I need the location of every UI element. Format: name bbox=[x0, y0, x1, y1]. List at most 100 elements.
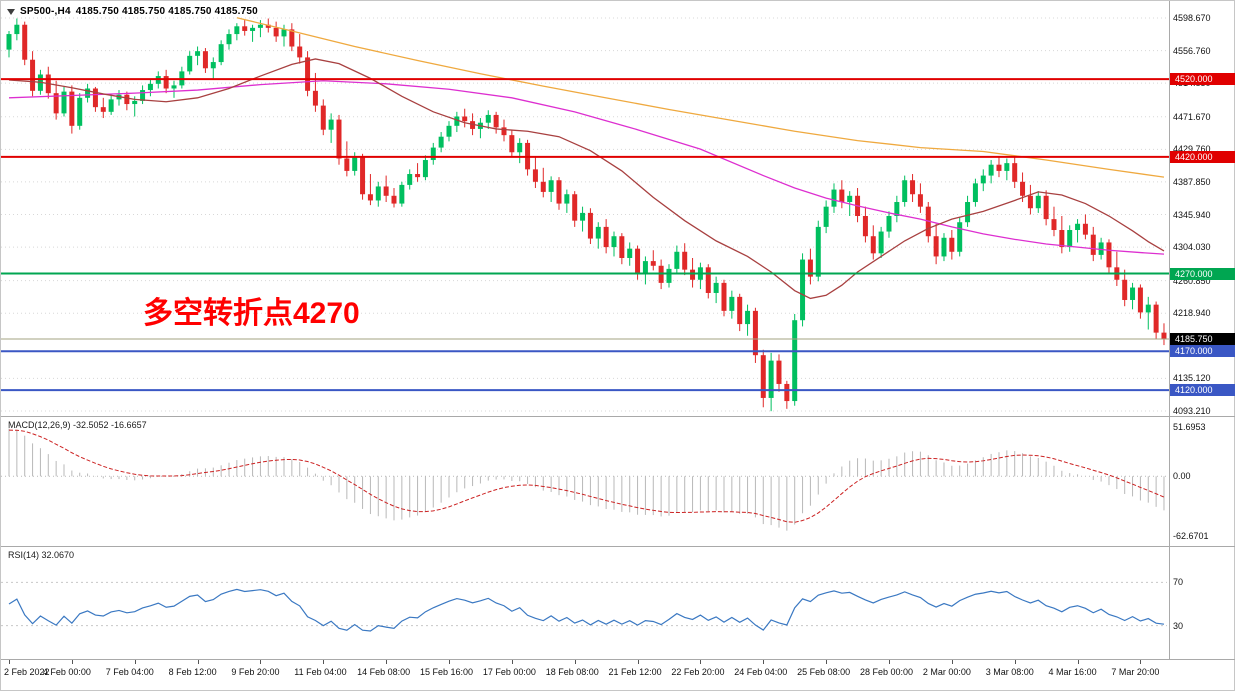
ma-fast-line bbox=[8, 58, 1165, 300]
price-axis-label: 4598.670 bbox=[1173, 13, 1211, 23]
candle-body bbox=[815, 226, 821, 277]
candle-body bbox=[776, 360, 782, 384]
candle-body bbox=[650, 261, 656, 266]
candle-body bbox=[1153, 304, 1159, 333]
chart-title-bar: SP500-,H4 4185.750 4185.750 4185.750 418… bbox=[7, 6, 258, 17]
candle-body bbox=[22, 24, 28, 60]
time-tick bbox=[888, 660, 890, 664]
candle-body bbox=[1090, 234, 1096, 255]
candle-body bbox=[768, 360, 774, 398]
candle-body bbox=[548, 180, 554, 192]
price-axis-label: 4429.760 bbox=[1173, 144, 1211, 155]
candle-body bbox=[910, 180, 916, 195]
price-axis-label: 4260.850 bbox=[1173, 275, 1211, 286]
time-tick bbox=[9, 660, 10, 664]
ohlc-readout: 4185.750 4185.750 4185.750 4185.750 bbox=[75, 6, 258, 17]
time-tick bbox=[951, 660, 953, 664]
candle-body bbox=[1059, 230, 1065, 248]
candle-body bbox=[367, 194, 373, 201]
rsi-indicator-label: RSI(14) 32.0670 bbox=[8, 550, 75, 560]
time-axis-label: 17 Feb 00:00 bbox=[482, 667, 536, 677]
candle-body bbox=[1012, 163, 1018, 182]
price-tag-4270.000: 4270.000 bbox=[1170, 267, 1235, 280]
candle-body bbox=[886, 216, 892, 232]
candle-body bbox=[202, 51, 208, 69]
candle-body bbox=[336, 119, 342, 159]
time-axis-label: 25 Feb 08:00 bbox=[797, 667, 851, 677]
candle-body bbox=[187, 55, 193, 72]
candle-body bbox=[6, 34, 12, 50]
candle-body bbox=[226, 34, 232, 45]
candle-body bbox=[265, 24, 271, 28]
time-axis-label: 4 Feb 00:00 bbox=[42, 667, 91, 677]
candle-body bbox=[234, 26, 240, 35]
panel-separator-main-macd[interactable] bbox=[1, 416, 1235, 417]
panel-separator-rsi-timeaxis bbox=[1, 659, 1235, 660]
candle-body bbox=[517, 142, 523, 153]
price-axis-label: 4387.850 bbox=[1173, 176, 1211, 187]
candle-body bbox=[745, 310, 751, 325]
candle-body bbox=[108, 99, 114, 112]
candle-body bbox=[501, 127, 507, 136]
candle-body bbox=[690, 269, 696, 280]
ma-mid-line bbox=[8, 80, 1165, 255]
candle-body bbox=[328, 119, 334, 130]
candlestick-series bbox=[6, 18, 1167, 412]
price-axis-label: 4135.120 bbox=[1173, 373, 1211, 384]
candle-body bbox=[831, 189, 837, 207]
time-axis-label: 4 Mar 16:00 bbox=[1048, 667, 1097, 677]
candle-body bbox=[949, 237, 955, 252]
candle-body bbox=[407, 174, 413, 185]
candle-body bbox=[53, 93, 59, 114]
candle-body bbox=[344, 158, 350, 171]
time-tick bbox=[1014, 660, 1016, 664]
candle-body bbox=[1106, 242, 1112, 268]
time-tick bbox=[323, 660, 325, 664]
symbol-title: SP500-,H4 bbox=[20, 6, 71, 17]
candle-body bbox=[257, 24, 263, 28]
candle-body bbox=[92, 88, 98, 108]
candle-body bbox=[902, 180, 908, 203]
time-tick bbox=[260, 660, 262, 664]
candle-body bbox=[721, 282, 727, 311]
candle-body bbox=[1075, 223, 1081, 231]
candle-body bbox=[878, 231, 884, 254]
time-axis-label: 8 Feb 12:00 bbox=[168, 667, 217, 677]
time-tick bbox=[574, 660, 576, 664]
candle-body bbox=[1020, 181, 1026, 196]
candle-body bbox=[595, 226, 601, 239]
price-axis-label: 4471.670 bbox=[1173, 111, 1211, 122]
candle-body bbox=[30, 59, 36, 91]
chart-annotation-text[interactable]: 多空转折点4270 bbox=[143, 297, 360, 330]
candle-body bbox=[462, 116, 468, 122]
candle-body bbox=[132, 100, 138, 105]
macd-axis-label: 0.00 bbox=[1173, 471, 1191, 482]
candle-body bbox=[674, 251, 680, 269]
candle-body bbox=[399, 184, 405, 204]
candle-body bbox=[493, 114, 499, 128]
panel-separator-macd-rsi[interactable] bbox=[1, 546, 1235, 547]
time-axis-label: 7 Feb 04:00 bbox=[105, 667, 154, 677]
candle-body bbox=[713, 282, 719, 293]
candle-body bbox=[800, 259, 806, 321]
candle-body bbox=[422, 160, 428, 178]
time-axis-label: 11 Feb 04:00 bbox=[294, 667, 347, 677]
candle-body bbox=[784, 383, 790, 402]
macd-indicator-label: MACD(12,26,9) -32.5052 -16.6657 bbox=[8, 420, 147, 430]
candle-body bbox=[972, 183, 978, 203]
candle-body bbox=[1004, 163, 1010, 171]
candle-body bbox=[383, 186, 389, 196]
candle-body bbox=[1082, 223, 1088, 235]
candle-body bbox=[627, 248, 633, 258]
candle-body bbox=[1051, 219, 1057, 231]
ma-slow-line bbox=[236, 17, 1165, 178]
candle-body bbox=[760, 355, 766, 398]
candle-body bbox=[823, 206, 829, 227]
price-axis-label: 4345.940 bbox=[1173, 209, 1211, 220]
candle-body bbox=[752, 310, 758, 356]
candle-body bbox=[100, 107, 106, 112]
candle-body bbox=[737, 296, 743, 325]
candle-body bbox=[556, 180, 562, 204]
